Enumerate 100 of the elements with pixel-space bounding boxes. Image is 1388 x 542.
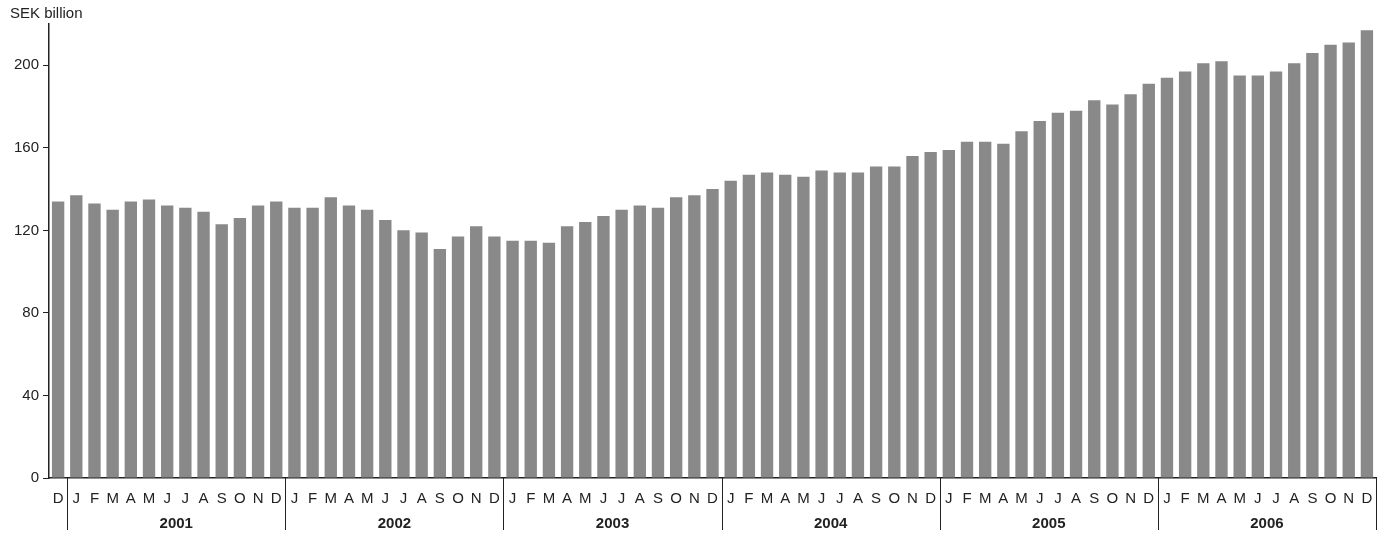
x-tick-label: J <box>1035 489 1044 507</box>
x-tick-label: D <box>925 489 937 507</box>
bar <box>161 205 174 478</box>
x-tick-label: J <box>399 489 408 507</box>
x-tick-label: S <box>216 489 227 507</box>
x-tick-label: M <box>1233 489 1246 507</box>
x-tick-label: A <box>780 489 791 507</box>
x-tick-label: M <box>542 489 556 507</box>
x-tick-label: A <box>125 489 136 507</box>
x-tick-label: J <box>1272 489 1280 507</box>
bar <box>1324 44 1337 478</box>
x-tick-label: F <box>308 489 318 507</box>
text: 2006 <box>1250 514 1284 531</box>
bar <box>106 209 119 478</box>
bar <box>833 172 846 478</box>
y-axis-title: SEK billion <box>10 3 83 21</box>
bar <box>1288 63 1301 478</box>
bar <box>1088 100 1101 478</box>
y-tick-label: 160 <box>14 137 40 155</box>
bar <box>1178 71 1192 478</box>
x-tick-label: J <box>72 489 81 507</box>
y-tick-label: 80 <box>22 303 40 321</box>
bar <box>306 207 319 478</box>
text: 2004 <box>813 514 849 531</box>
x-tick-label: S <box>434 489 445 507</box>
text: 2001 <box>159 514 193 531</box>
bar <box>560 226 574 478</box>
x-tick-label: J <box>617 489 626 507</box>
x-tick-label: A <box>1071 489 1082 507</box>
x-tick-label: O <box>452 489 464 507</box>
x-tick-label: J <box>290 489 299 507</box>
bar <box>1215 61 1228 478</box>
bar <box>706 189 719 478</box>
bar <box>488 236 501 478</box>
x-tick-label: A <box>1289 489 1300 507</box>
bar <box>724 180 737 478</box>
bar <box>342 205 356 478</box>
bar <box>869 166 883 478</box>
x-tick-label: M <box>1197 489 1210 507</box>
x-tick-label: J <box>1054 489 1062 507</box>
x-tick-label: O <box>1324 489 1337 507</box>
x-tick-label: A <box>634 489 645 507</box>
bar <box>1251 75 1265 478</box>
x-tick-label: J <box>836 489 844 507</box>
x-tick-label: J <box>381 489 390 507</box>
x-tick-label: F <box>744 489 754 507</box>
bar <box>779 174 792 478</box>
x-tick-label: D <box>707 489 719 507</box>
y-tick-label: 0 <box>30 468 40 486</box>
y-tick-label: 120 <box>14 220 40 238</box>
bar <box>51 201 65 478</box>
bar <box>270 201 283 478</box>
bar <box>797 176 810 478</box>
x-tick-label: A <box>416 489 427 507</box>
x-tick-label: O <box>888 489 901 507</box>
bar <box>542 242 556 478</box>
bar <box>506 240 519 478</box>
x-tick-label: A <box>1216 489 1227 507</box>
x-tick-label: D <box>1143 489 1155 507</box>
x-tick-label: N <box>907 489 918 507</box>
bar <box>88 203 101 478</box>
y-tick-label: 40 <box>22 385 40 403</box>
bar <box>215 224 228 478</box>
bar <box>906 156 919 478</box>
x-tick-label: J <box>163 489 171 507</box>
x-tick-label: A <box>852 489 863 507</box>
bar <box>979 141 992 478</box>
x-tick-label: A <box>198 489 209 507</box>
bar <box>1051 112 1065 478</box>
bar <box>924 151 937 478</box>
x-tick-label: J <box>726 489 735 507</box>
x-tick-label: J <box>817 489 826 507</box>
text: 2002 <box>377 514 412 531</box>
bar <box>597 215 610 478</box>
x-tick-label: D <box>52 489 64 507</box>
text: 2005 <box>1032 514 1066 531</box>
x-tick-label: M <box>579 489 592 507</box>
bar <box>942 149 955 478</box>
bar <box>688 195 701 478</box>
x-tick-label: M <box>360 489 374 507</box>
x-tick-label: J <box>1254 489 1262 507</box>
x-tick-label: S <box>1307 489 1318 507</box>
bar <box>324 197 337 478</box>
x-tick-label: M <box>978 489 992 507</box>
bar <box>651 207 665 478</box>
bar <box>1033 120 1046 478</box>
bar <box>124 201 138 478</box>
bar <box>142 199 156 478</box>
bar <box>415 232 428 478</box>
bar <box>1360 30 1374 478</box>
bar <box>1015 131 1028 478</box>
bar <box>615 209 628 478</box>
y-tick-label: 200 <box>14 55 40 73</box>
bar <box>1269 71 1283 478</box>
bar <box>470 226 483 478</box>
x-tick-label: M <box>142 489 156 507</box>
x-tick-label: F <box>526 489 536 507</box>
bar <box>1160 77 1174 478</box>
text: 2003 <box>595 514 630 531</box>
bar <box>1124 94 1137 478</box>
